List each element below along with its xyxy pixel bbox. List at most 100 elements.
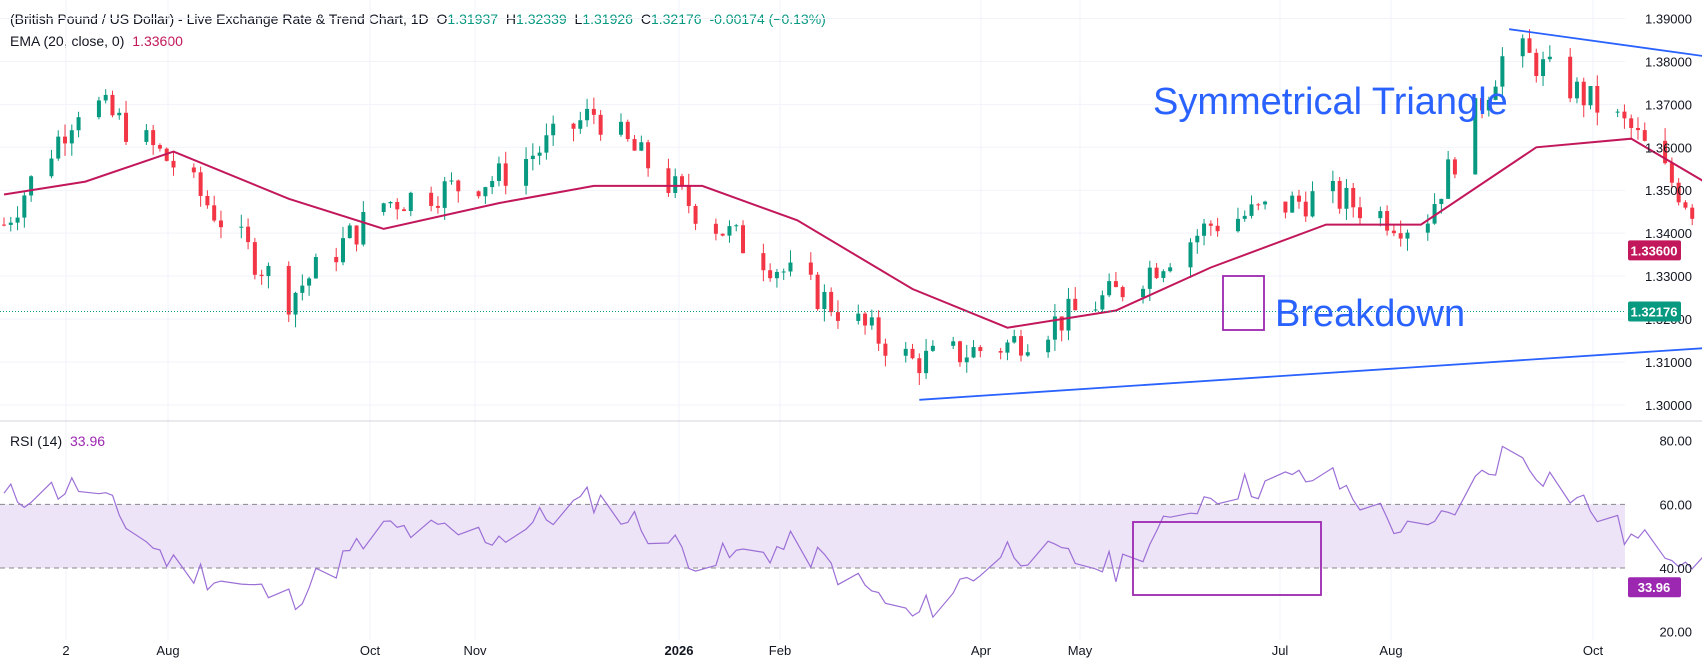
candle-body (76, 117, 81, 131)
last-price-tag: 1.32176 (1631, 305, 1678, 320)
candle-body (56, 136, 61, 159)
candle-body (1480, 98, 1485, 111)
ema-legend[interactable]: EMA (20, close, 0) 1.33600 (10, 33, 187, 49)
candle-body (252, 242, 257, 275)
rsi-legend[interactable]: RSI (14) 33.96 (10, 433, 109, 449)
candle-body (205, 195, 210, 206)
candle-body (1290, 195, 1295, 213)
candle-body (246, 226, 251, 243)
candle-body (951, 341, 956, 346)
candle-body (1059, 316, 1064, 331)
ema-price-tag: 1.33600 (1631, 243, 1678, 258)
candle-body (774, 271, 779, 279)
candle-body (1012, 336, 1017, 343)
candle-body (476, 191, 481, 197)
candle-body (361, 211, 366, 245)
candle-body (1141, 288, 1146, 298)
candle-body (435, 205, 440, 208)
low-label: L (574, 11, 583, 27)
candle-body (1344, 187, 1349, 209)
candle-body (1574, 81, 1579, 99)
candle-body (1547, 56, 1552, 60)
candle-body (1534, 52, 1539, 77)
time-axis-label: 2026 (665, 643, 694, 658)
candle-body (1256, 204, 1261, 206)
price-tick-label: 1.38000 (1645, 54, 1692, 69)
axes: 1.39000 1.38000 1.37000 1.36000 1.35000 1.340… (62, 11, 1692, 658)
candle-body (876, 317, 881, 344)
candlesticks (2, 29, 1695, 385)
close-value: 1.32176 (650, 11, 702, 27)
candle-body (1622, 111, 1627, 119)
candle-body (1208, 223, 1213, 226)
price-tick-label: 1.35000 (1645, 183, 1692, 198)
candle-body (1005, 342, 1010, 353)
candle-body (1249, 204, 1254, 216)
candle-body (856, 313, 861, 321)
candle-body (1635, 127, 1640, 131)
open-value: 1.31937 (447, 11, 499, 27)
candle-body (1310, 191, 1315, 217)
candle-body (63, 136, 68, 144)
candle-body (632, 139, 637, 151)
rsi-tick-label: 60.00 (1659, 497, 1692, 512)
candle-body (544, 135, 549, 153)
candle-body (503, 163, 508, 186)
candle-body (835, 312, 840, 321)
candle-body (1405, 232, 1410, 239)
candle-body (1683, 202, 1688, 208)
candle-body (1296, 195, 1301, 202)
rsi-14-line (3, 445, 1702, 619)
candle-body (829, 291, 834, 313)
low-value: 1.31926 (582, 11, 633, 27)
close-label: C (640, 11, 651, 27)
candle-body (69, 130, 74, 144)
candle-body (917, 358, 922, 374)
candle-body (903, 348, 908, 356)
candle-body (591, 108, 596, 115)
rsi-band (0, 503, 1625, 569)
candle-body (151, 130, 156, 146)
candle-body (964, 357, 969, 363)
candle-body (1541, 59, 1546, 77)
candle-body (191, 167, 196, 173)
candle-body (578, 120, 583, 129)
candle-body (1391, 230, 1396, 234)
time-axis-label: Oct (360, 643, 381, 658)
rsi-tick-label: 80.00 (1659, 434, 1692, 449)
candle-body (286, 265, 291, 315)
candle-body (157, 145, 162, 149)
candle-body (8, 222, 13, 225)
rsi-band-fill (0, 504, 1625, 568)
candle-body (924, 350, 929, 374)
candle-body (15, 217, 20, 223)
candle-body (449, 180, 454, 182)
candle-body (686, 185, 691, 206)
symbol-title[interactable]: (British Pound / US Dollar) - Live Excha… (10, 11, 429, 27)
candle-body (957, 341, 962, 363)
open-label: O (436, 11, 448, 27)
candle-body (761, 253, 766, 271)
candle-body (144, 130, 149, 142)
candle-body (1113, 281, 1118, 288)
candle-body (618, 121, 623, 135)
candle-body (1337, 180, 1342, 209)
time-axis-label: Aug (156, 643, 179, 658)
candle-body (1439, 198, 1444, 205)
candle-body (334, 256, 339, 263)
candle-body (381, 203, 386, 212)
candle-body (354, 225, 359, 245)
rsi-label: RSI (14) (10, 433, 63, 449)
candle-body (1690, 207, 1695, 219)
candle-body (585, 108, 590, 121)
time-axis-label: Jul (1272, 643, 1289, 658)
candle-body (1425, 223, 1430, 233)
candle-body (1052, 316, 1057, 340)
candle-body (307, 278, 312, 286)
candle-body (1581, 81, 1586, 106)
candle-body (571, 123, 576, 129)
candle-body (239, 226, 244, 228)
candle-body (1378, 211, 1383, 219)
candle-body (1358, 207, 1362, 219)
